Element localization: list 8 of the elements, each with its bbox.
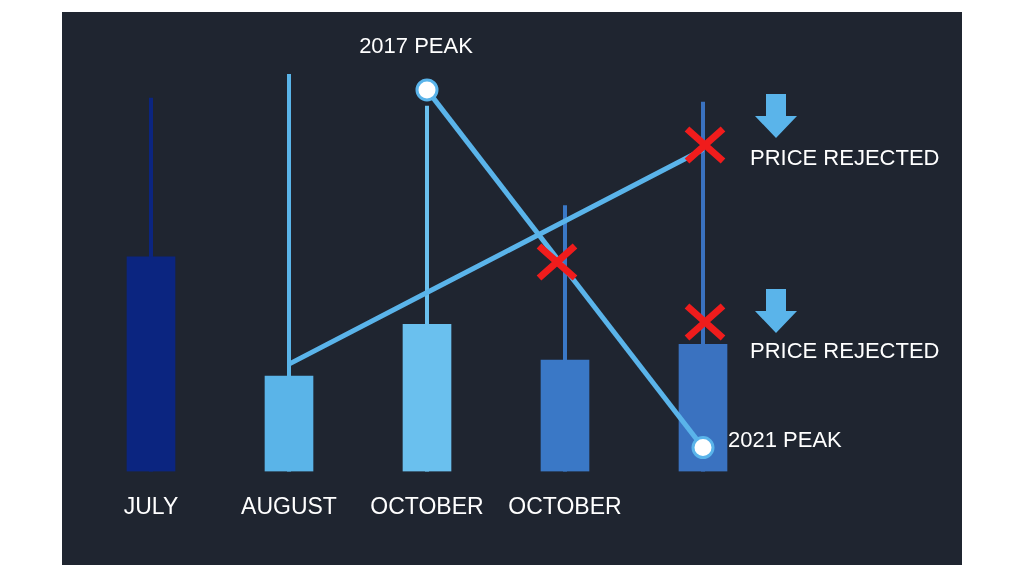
annotation: 2021 PEAK <box>728 427 842 453</box>
x-tick-label: JULY <box>123 492 179 519</box>
x-tick-label: AUGUST <box>241 492 337 519</box>
text: 2017 PEAK <box>359 33 473 59</box>
x-tick-label: OCTOBER <box>370 492 484 519</box>
x-tick-label: OCTOBER <box>508 492 622 519</box>
annotation: PRICE REJECTED <box>750 145 940 171</box>
annotation: PRICE REJECTED <box>750 338 940 364</box>
